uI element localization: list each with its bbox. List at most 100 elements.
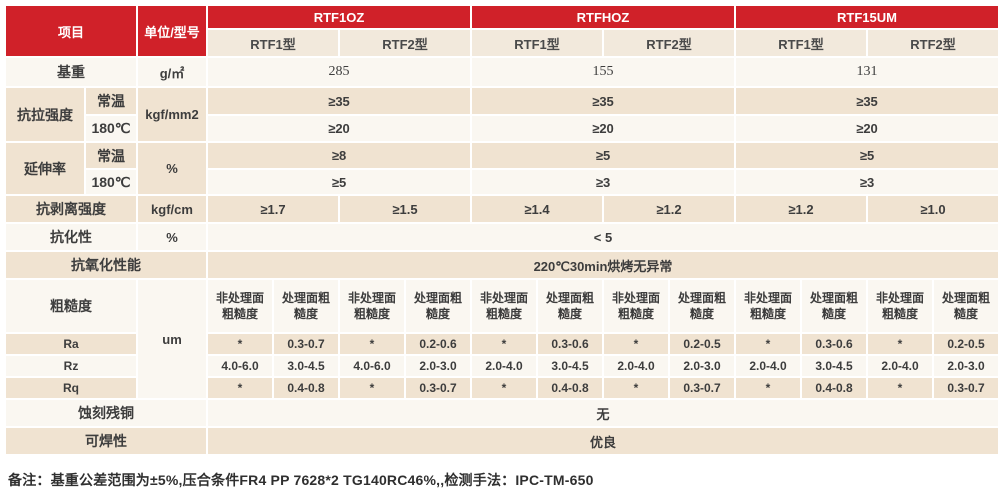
header-product-rtf15um: RTF15UM [736, 6, 998, 28]
value-cell: * [208, 378, 272, 398]
row-peel: 抗剥离强度 kgf/cm ≥1.7 ≥1.5 ≥1.4 ≥1.2 ≥1.2 ≥1… [6, 196, 998, 222]
elongation-unit: % [138, 143, 206, 194]
spec-table: 项目 单位/型号 RTF1OZ RTFHOZ RTF15UM RTF1型 RTF… [4, 4, 1000, 456]
value-cell: 2.0-3.0 [670, 356, 734, 376]
value-cell: 0.3-0.7 [934, 378, 998, 398]
value-cell: ≥35 [472, 88, 734, 114]
value-cell: 2.0-3.0 [934, 356, 998, 376]
elongation-cond-180: 180℃ [86, 170, 136, 194]
tensile-cond-rt: 常温 [86, 88, 136, 114]
header-item: 项目 [6, 6, 136, 56]
value-cell: ≥1.0 [868, 196, 998, 222]
value-cell: 2.0-4.0 [604, 356, 668, 376]
value-cell: ≥1.7 [208, 196, 338, 222]
value-cell: * [472, 334, 536, 354]
roughness-unit: um [138, 280, 206, 398]
value-cell: 2.0-3.0 [406, 356, 470, 376]
elongation-cond-rt: 常温 [86, 143, 136, 168]
type-header: RTF2型 [868, 30, 998, 56]
header-row-products: 项目 单位/型号 RTF1OZ RTFHOZ RTF15UM [6, 6, 998, 56]
value-cell: * [604, 378, 668, 398]
oxidation-label: 抗氧化性能 [6, 252, 206, 278]
value-cell: ≥5 [208, 170, 470, 194]
row-oxidation: 抗氧化性能 220℃30min烘烤无异常 [6, 252, 998, 278]
value-cell: ≥1.4 [472, 196, 602, 222]
peel-unit: kgf/cm [138, 196, 206, 222]
roughness-col-header: 处理面粗糙度 [538, 280, 602, 332]
value-cell: 0.3-0.6 [802, 334, 866, 354]
value-cell: 0.2-0.5 [934, 334, 998, 354]
footer-note: 备注：基重公差范围为±5%,压合条件FR4 PP 7628*2 TG140RC4… [8, 472, 594, 488]
rz-label: Rz [6, 356, 136, 376]
value-cell: 2.0-4.0 [868, 356, 932, 376]
value-cell: ≥5 [736, 143, 998, 168]
roughness-col-header: 处理面粗糙度 [274, 280, 338, 332]
value-cell: * [736, 334, 800, 354]
elongation-label: 延伸率 [6, 143, 84, 194]
tensile-unit: kgf/mm2 [138, 88, 206, 141]
value-cell: 285 [208, 58, 470, 86]
row-base-weight: 基重 g/㎡ 285 155 131 [6, 58, 998, 86]
value-cell: 0.3-0.7 [274, 334, 338, 354]
value-cell: ≥5 [472, 143, 734, 168]
solderability-label: 可焊性 [6, 428, 206, 454]
rq-label: Rq [6, 378, 136, 398]
row-ra: Ra * 0.3-0.7 * 0.2-0.6 * 0.3-0.6 * 0.2-0… [6, 334, 998, 354]
value-cell: * [340, 334, 404, 354]
value-cell: 0.2-0.5 [670, 334, 734, 354]
chem-resist-unit: % [138, 224, 206, 250]
value-cell: 4.0-6.0 [208, 356, 272, 376]
roughness-col-header: 非处理面粗糙度 [604, 280, 668, 332]
value-cell: 155 [472, 58, 734, 86]
value-cell: * [736, 378, 800, 398]
value-cell: 4.0-6.0 [340, 356, 404, 376]
peel-label: 抗剥离强度 [6, 196, 136, 222]
chem-resist-label: 抗化性 [6, 224, 136, 250]
row-elongation-rt: 延伸率 常温 % ≥8 ≥5 ≥5 [6, 143, 998, 194]
value-cell: 2.0-4.0 [736, 356, 800, 376]
type-header: RTF2型 [604, 30, 734, 56]
value-cell: ≥1.5 [340, 196, 470, 222]
value-cell: * [868, 334, 932, 354]
value-cell: 0.4-0.8 [274, 378, 338, 398]
row-tensile-rt: 抗拉强度 常温 kgf/mm2 ≥35 ≥35 ≥35 [6, 88, 998, 141]
spec-sheet-page: 项目 单位/型号 RTF1OZ RTFHOZ RTF15UM RTF1型 RTF… [0, 4, 1008, 502]
value-cell: ≥35 [736, 88, 998, 114]
row-rq: Rq * 0.4-0.8 * 0.3-0.7 * 0.4-0.8 * 0.3-0… [6, 378, 998, 398]
row-tensile-180: 180℃ ≥20 ≥20 ≥20 [6, 116, 998, 141]
value-cell: 优良 [208, 428, 998, 454]
base-weight-label: 基重 [6, 58, 136, 86]
value-cell: 无 [208, 400, 998, 426]
value-cell: 3.0-4.5 [274, 356, 338, 376]
value-cell: * [340, 378, 404, 398]
roughness-col-header: 非处理面粗糙度 [736, 280, 800, 332]
value-cell: 131 [736, 58, 998, 86]
header-row-types: RTF1型 RTF2型 RTF1型 RTF2型 RTF1型 RTF2型 [6, 30, 998, 56]
value-cell: 0.2-0.6 [406, 334, 470, 354]
value-cell: 0.4-0.8 [538, 378, 602, 398]
roughness-col-header: 处理面粗糙度 [802, 280, 866, 332]
value-cell: ≥1.2 [736, 196, 866, 222]
value-cell: 3.0-4.5 [538, 356, 602, 376]
header-product-rtf1oz: RTF1OZ [208, 6, 470, 28]
roughness-col-header: 非处理面粗糙度 [868, 280, 932, 332]
row-chem-resist: 抗化性 % < 5 [6, 224, 998, 250]
value-cell: * [868, 378, 932, 398]
tensile-cond-180: 180℃ [86, 116, 136, 141]
value-cell: 0.3-0.7 [670, 378, 734, 398]
roughness-col-header: 非处理面粗糙度 [472, 280, 536, 332]
header-product-rtfhoz: RTFHOZ [472, 6, 734, 28]
value-cell: * [208, 334, 272, 354]
row-solderability: 可焊性 优良 [6, 428, 998, 454]
type-header: RTF1型 [472, 30, 602, 56]
roughness-label: 粗糙度 [6, 280, 136, 332]
value-cell: ≥20 [472, 116, 734, 141]
value-cell: * [604, 334, 668, 354]
type-header: RTF1型 [736, 30, 866, 56]
base-weight-unit: g/㎡ [138, 58, 206, 86]
type-header: RTF2型 [340, 30, 470, 56]
roughness-col-header: 处理面粗糙度 [670, 280, 734, 332]
value-cell: * [472, 378, 536, 398]
value-cell: 0.3-0.6 [538, 334, 602, 354]
value-cell: ≥20 [736, 116, 998, 141]
